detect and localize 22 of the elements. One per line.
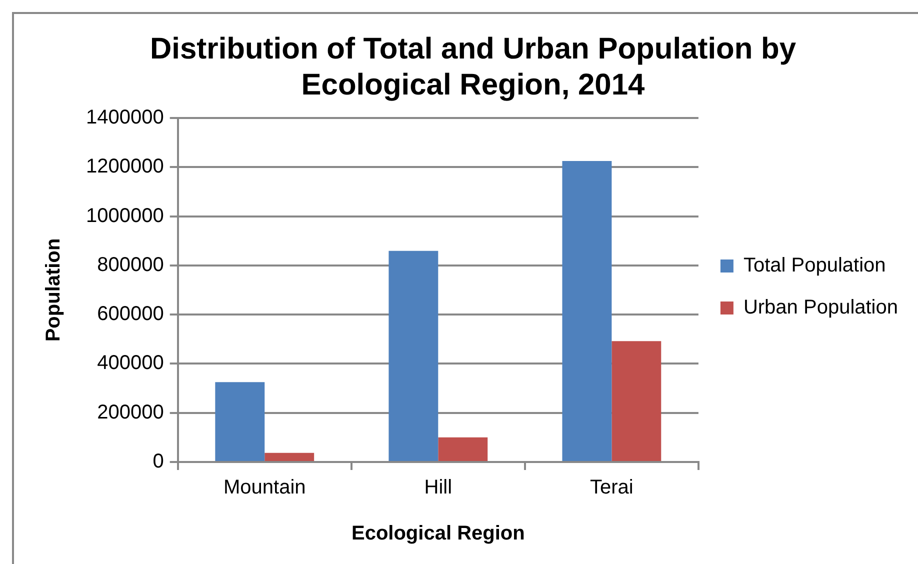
y-tick-label: 600000 <box>97 303 164 326</box>
x-tick-label: Hill <box>424 476 452 499</box>
x-axis-title: Ecological Region <box>351 522 525 545</box>
y-tick-label: 800000 <box>97 254 164 276</box>
legend-label: Total Population <box>743 254 886 277</box>
legend-label: Urban Population <box>743 296 898 319</box>
bar <box>438 437 488 461</box>
y-tick-label: 400000 <box>97 352 164 374</box>
bar <box>388 250 438 461</box>
y-tick-label: 1000000 <box>86 204 164 227</box>
chart-title: Distribution of Total and Urban Population by Ecological Region, 2014 <box>150 32 796 102</box>
y-tick-label: 1200000 <box>86 156 164 178</box>
bar <box>562 161 612 461</box>
bar <box>612 341 662 461</box>
y-tick-label: 0 <box>152 450 164 473</box>
bar <box>215 382 265 461</box>
bar <box>264 452 314 461</box>
x-tick-label: Terai <box>590 476 634 499</box>
x-tick-label: Mountain <box>223 476 306 499</box>
y-tick-label: 200000 <box>97 401 164 424</box>
y-tick-label: 1400000 <box>86 106 164 129</box>
y-axis-title: Population <box>42 238 65 342</box>
